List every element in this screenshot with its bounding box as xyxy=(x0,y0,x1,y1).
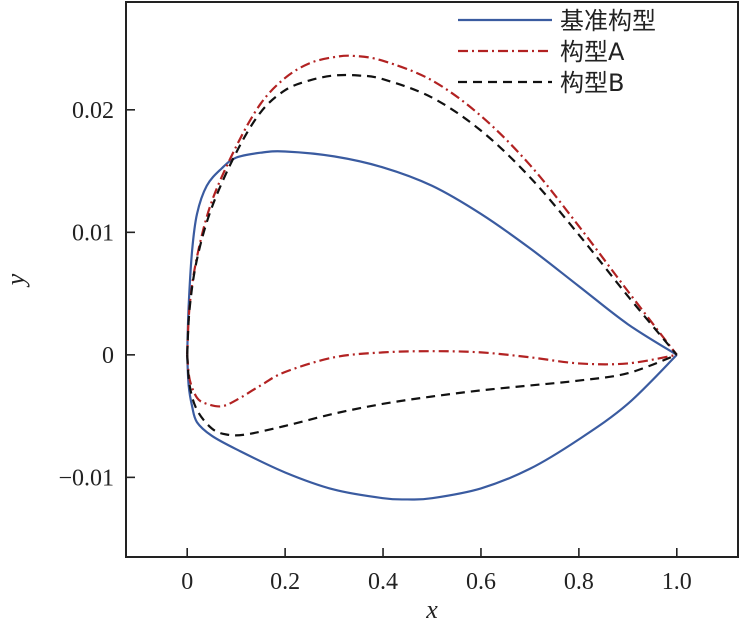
plot-area xyxy=(125,1,739,558)
y-tick-label: 0.02 xyxy=(72,98,114,124)
y-tick-label: −0.01 xyxy=(58,465,114,491)
y-axis-title: y xyxy=(1,273,30,288)
plot-frame xyxy=(125,1,739,558)
config-a-upper-surface xyxy=(186,54,678,356)
config-a-legend-label: 构型A xyxy=(560,38,625,66)
x-axis-title: x xyxy=(425,595,438,624)
config-a-lower-surface xyxy=(186,350,677,408)
baseline-upper-surface xyxy=(186,150,678,356)
baseline-lower-surface xyxy=(186,354,678,501)
x-axis: 0 0.2 0.4 0.6 0.8 1.0 xyxy=(181,548,692,595)
x-tick-label: 0 xyxy=(181,569,193,595)
y-tick-label: 0 xyxy=(102,343,114,369)
x-tick-label: 0.6 xyxy=(466,569,496,595)
y-tick-label: 0.01 xyxy=(72,220,114,246)
x-tick-label: 0.2 xyxy=(270,569,300,595)
config-b-upper-surface xyxy=(186,73,678,356)
x-tick-label: 0.8 xyxy=(564,569,594,595)
series-layer xyxy=(186,54,678,501)
x-tick-label: 1.0 xyxy=(662,569,692,595)
baseline-legend-label: 基准构型 xyxy=(560,7,656,35)
y-axis: −0.01 0 0.01 0.02 xyxy=(58,98,135,491)
config-b-lower-surface xyxy=(186,353,678,437)
config-b-legend-label: 构型B xyxy=(560,69,624,97)
x-tick-label: 0.4 xyxy=(368,569,398,595)
